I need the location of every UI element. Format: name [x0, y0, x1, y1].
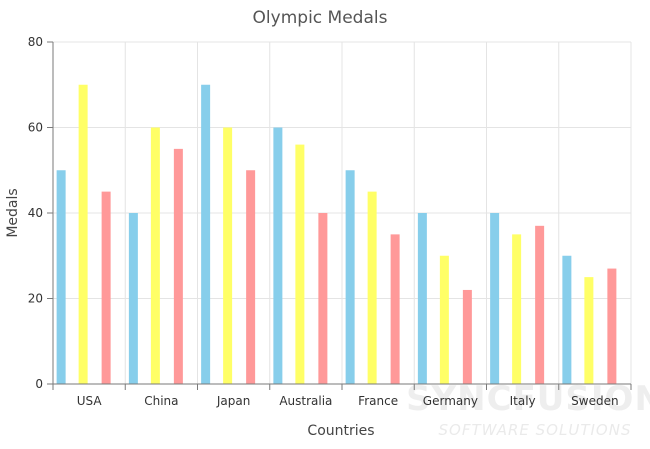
- y-axis-title: Medals: [5, 188, 21, 237]
- x-tick-label-germany: Germany: [423, 394, 478, 408]
- x-tick-label-italy: Italy: [510, 394, 536, 408]
- bar-france-series-1: [345, 170, 355, 384]
- bar-china-series-3: [173, 148, 183, 384]
- grid-lines: [52, 41, 632, 385]
- y-tick-label: 80: [28, 35, 43, 49]
- bar-japan-series-1: [201, 84, 211, 384]
- bar-australia-series-1: [273, 127, 283, 384]
- y-tick-labels: 0 20 40 60 80: [28, 35, 43, 391]
- x-tick-label-china: China: [144, 394, 178, 408]
- y-tick-label: 60: [28, 121, 43, 135]
- bar-australia-series-2: [295, 144, 305, 384]
- bar-italy-series-3: [535, 225, 545, 384]
- bar-sweden-series-3: [607, 268, 617, 384]
- y-tick-label: 40: [28, 206, 43, 220]
- bar-usa-series-3: [101, 191, 111, 384]
- bar-italy-series-1: [490, 213, 500, 384]
- bar-usa-series-2: [78, 84, 88, 384]
- bar-france-series-2: [367, 191, 377, 384]
- bar-italy-series-2: [512, 234, 522, 384]
- x-axis-title: Countries: [307, 423, 374, 439]
- chart-title: Olympic Medals: [253, 8, 388, 28]
- bar-china-series-1: [128, 213, 138, 384]
- watermark: SYNCFUSION SOFTWARE SOLUTIONS: [406, 379, 650, 439]
- axes: [47, 41, 632, 390]
- bar-sweden-series-1: [562, 255, 572, 384]
- x-tick-label-australia: Australia: [279, 394, 332, 408]
- x-tick-labels: USA China Japan Australia France Germany Italy…: [77, 394, 619, 408]
- bar-australia-series-3: [318, 213, 328, 384]
- y-tick-label: 20: [28, 292, 43, 306]
- bar-japan-series-2: [223, 127, 233, 384]
- bar-china-series-2: [150, 127, 160, 384]
- bar-usa-series-1: [56, 170, 66, 384]
- bar-germany-series-3: [462, 289, 472, 384]
- bar-germany-series-1: [417, 213, 427, 384]
- watermark-logo: SYNCFUSION: [406, 379, 650, 419]
- x-tick-label-france: France: [358, 394, 398, 408]
- watermark-subtitle: SOFTWARE SOLUTIONS: [439, 421, 632, 439]
- x-tick-label-japan: Japan: [216, 394, 250, 408]
- y-tick-label: 0: [35, 377, 43, 391]
- x-tick-label-usa: USA: [77, 394, 103, 408]
- bar-japan-series-3: [246, 170, 256, 384]
- bar-sweden-series-2: [584, 277, 594, 384]
- x-tick-label-sweden: Sweden: [571, 394, 618, 408]
- bar-france-series-3: [390, 234, 400, 384]
- bar-germany-series-2: [439, 255, 449, 384]
- bars: [56, 84, 617, 384]
